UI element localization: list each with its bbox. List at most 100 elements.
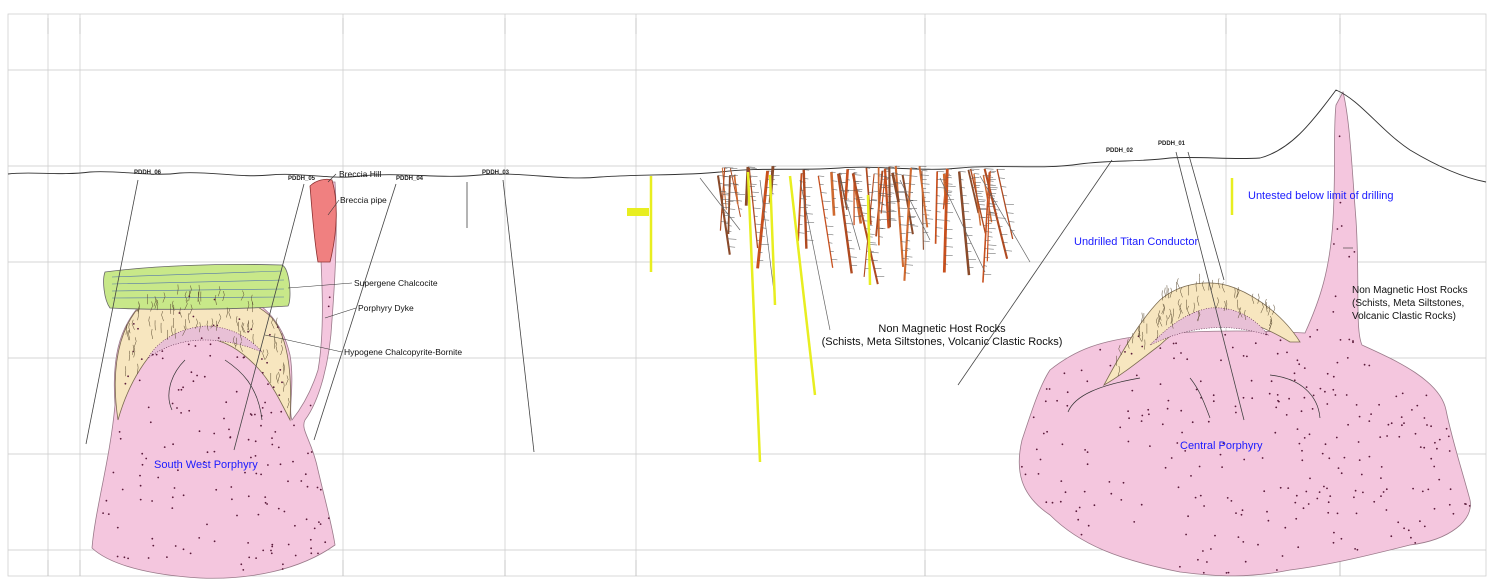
porphyry-dot (1337, 467, 1340, 469)
hatch-mark (217, 313, 222, 324)
porphyry-dot (1128, 417, 1130, 420)
drill-log-tick (826, 225, 834, 227)
porphyry-dot (1333, 243, 1335, 245)
porphyry-dot (1332, 311, 1335, 313)
porphyry-dot (228, 428, 230, 431)
porphyry-dot (262, 549, 265, 552)
hatch-mark (285, 375, 289, 386)
label-breccia-pipe: Breccia pipe (340, 195, 387, 205)
porphyry-dot (192, 380, 195, 383)
porphyry-dot (1199, 494, 1202, 497)
drill-log-tick (847, 239, 852, 241)
drill-log-tick (728, 217, 735, 219)
hatch-mark (1226, 300, 1228, 311)
porphyry-dot (1464, 503, 1466, 505)
porphyry-dot (1386, 435, 1388, 437)
porphyry-dot (1311, 408, 1314, 410)
drill-log-tick (923, 240, 930, 242)
porphyry-dot (1122, 481, 1125, 484)
porphyry-dot (1425, 394, 1428, 397)
hatch-mark (189, 304, 193, 315)
drill-log-tick (827, 234, 834, 236)
porphyry-dot (1175, 342, 1177, 345)
porphyry-dot (1180, 409, 1183, 412)
drill-log-tick (945, 229, 953, 231)
drill-log-tick (878, 167, 887, 169)
porphyry-dot (1191, 421, 1194, 424)
porphyry-dot (1119, 426, 1122, 429)
drill-log-tick (906, 248, 911, 250)
drill-log-tick (889, 166, 894, 168)
drill-log-tick (896, 174, 902, 176)
porphyry-dot (147, 557, 150, 559)
drill-log-tick (909, 183, 916, 185)
porphyry-dot (247, 542, 250, 544)
hatch-mark (235, 316, 239, 327)
hatch-mark (1156, 317, 1159, 328)
drill-log-tick (997, 168, 1005, 170)
porphyry-dot (1266, 510, 1268, 513)
drill-log-tick (998, 225, 1003, 227)
porphyry-dot (182, 386, 185, 389)
hatch-mark (128, 350, 131, 361)
porphyry-dot (212, 324, 215, 327)
breccia-pipe (309, 178, 337, 263)
porphyry-dot (1141, 345, 1144, 348)
porphyry-dot (1190, 475, 1192, 477)
porphyry-dot (310, 552, 313, 555)
drill-log-tick (907, 232, 912, 234)
porphyry-dot (1318, 491, 1321, 493)
drill-log-tick (920, 174, 929, 176)
porphyry-dot (1452, 512, 1455, 515)
porphyry-dot (1172, 342, 1175, 345)
drill-trace (899, 179, 931, 241)
drill-log-tick (832, 189, 838, 191)
drill-log-tick (804, 187, 813, 189)
drill-log-tick (999, 177, 1005, 179)
hatch-mark (1165, 315, 1168, 326)
porphyry-dot (1051, 501, 1054, 504)
porphyry-dot (1077, 518, 1080, 521)
drill-log-tick (747, 166, 756, 168)
hatch-mark (275, 342, 278, 353)
hatch-mark (156, 300, 159, 311)
drill-log-tick (751, 191, 759, 193)
porphyry-dot (1423, 417, 1426, 419)
porphyry-dot (151, 500, 154, 502)
drill-log-tick (1004, 203, 1014, 205)
porphyry-dot (1421, 490, 1424, 493)
porphyry-dot (1207, 420, 1210, 423)
porphyry-dot (1385, 509, 1388, 511)
porphyry-dot (1159, 347, 1162, 349)
porphyry-dot (1380, 466, 1383, 468)
hatch-mark (251, 319, 254, 330)
drill-log-tick (878, 175, 887, 177)
porphyry-dot (1184, 450, 1187, 452)
drill-log-tick (867, 183, 872, 185)
label-untested: Untested below limit of drilling (1248, 190, 1394, 202)
drill-log-tick (909, 191, 914, 193)
porphyry-dot (161, 350, 164, 352)
drill-log-tick (1000, 186, 1007, 188)
porphyry-dot (141, 452, 144, 455)
porphyry-dot (1334, 295, 1337, 298)
porphyry-dot (1141, 414, 1144, 417)
drill-trace (699, 177, 741, 231)
drill-log-tick (736, 193, 746, 195)
porphyry-dot (166, 556, 168, 558)
porphyry-dot (198, 430, 201, 433)
porphyry-dot (209, 354, 212, 357)
drill-log-tick (762, 219, 770, 221)
drill-log-tick (868, 191, 874, 193)
drill-log-tick (720, 191, 727, 193)
porphyry-dot (270, 411, 273, 414)
drill-log-tick (1006, 212, 1014, 214)
drill-log-tick (753, 207, 761, 209)
drill-log-tick (887, 210, 897, 212)
porphyry-dot (1080, 369, 1083, 372)
drill-log-tick (870, 207, 874, 209)
porphyry-dot (157, 476, 160, 479)
drill-log-tick (909, 217, 915, 219)
drill-log-tick (804, 195, 811, 197)
drill-log-tick (896, 192, 905, 194)
